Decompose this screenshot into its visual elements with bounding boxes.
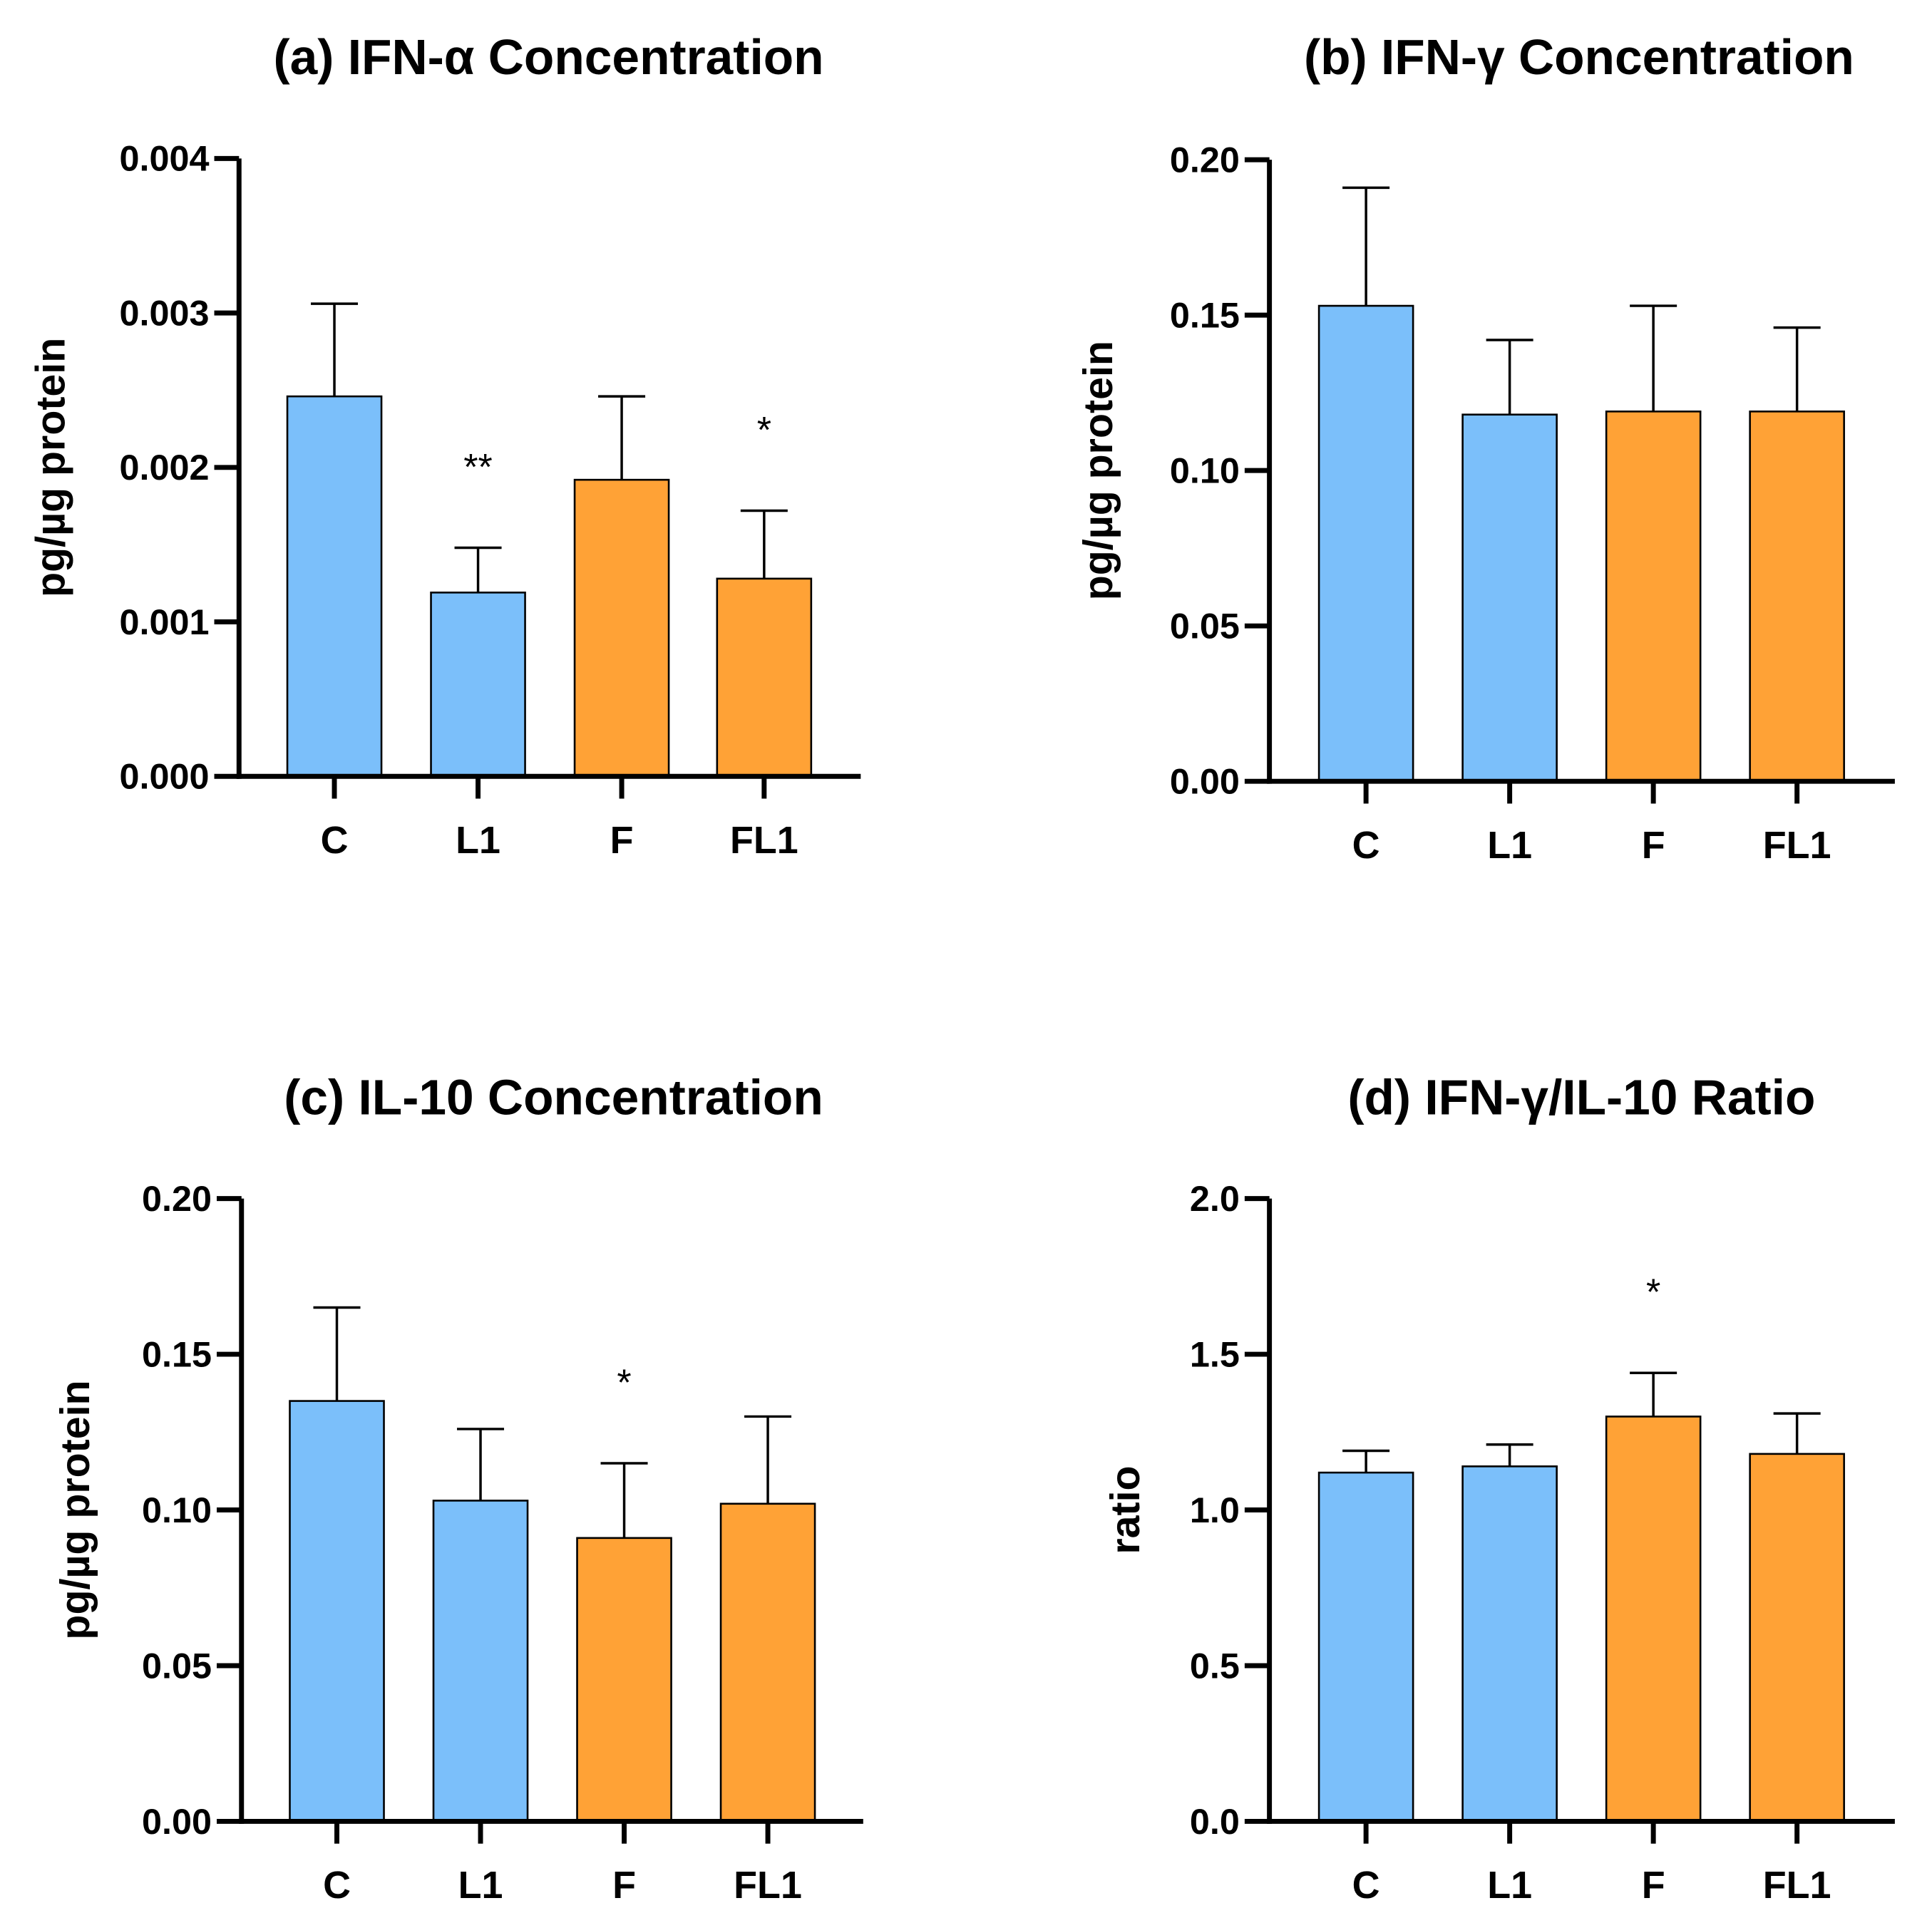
x-tick-label: FL1 [1763,824,1831,867]
x-tick-label: C [1352,1864,1380,1907]
x-tick-label: F [1642,1864,1665,1907]
y-tick-label: 0.00 [1170,761,1240,802]
y-tick-label: 0.05 [142,1645,212,1686]
y-tick-label: 0.003 [120,292,210,333]
y-tick-label: 0.004 [120,138,210,179]
y-tick-label: 0.002 [120,447,210,488]
y-tick-label: 0.5 [1190,1645,1240,1686]
significance-marker: * [757,410,771,451]
bar-L1 [430,592,526,778]
x-tick-label: F [610,819,634,862]
x-tick-label: FL1 [734,1864,802,1907]
x-tick-label: L1 [1487,824,1532,867]
y-tick-label: 0.10 [142,1490,212,1530]
y-tick-label: 1.0 [1190,1490,1240,1530]
x-tick-label: FL1 [730,819,798,862]
x-tick-label: F [612,1864,636,1907]
bar-F [1605,411,1702,783]
bar-F [573,478,670,778]
significance-marker: ** [463,447,493,488]
y-tick-label: 1.5 [1190,1334,1240,1374]
chart-title: (b) IFN-γ Concentration [1304,29,1854,85]
bar-C [289,1400,385,1822]
y-axis-label: pg/µg protein [1076,341,1121,600]
y-tick-label: 0.05 [1170,606,1240,646]
x-tick-label: F [1642,824,1665,867]
y-tick-label: 0.000 [120,756,210,797]
chart-panel-d: (d) IFN-γ/IL-10 Ratio ratio C L1 * F FL1 0.0 0.5… [1103,1069,1895,1907]
significance-marker: * [1646,1272,1660,1314]
bar-L1 [1461,413,1558,783]
bar-C [1317,1471,1414,1822]
chart-panel-a: (a) IFN-α Concentration pg/µg protein C ** L… [28,29,861,862]
chart-title: (c) IL-10 Concentration [284,1069,823,1125]
y-tick-label: 0.20 [1170,139,1240,180]
x-tick-label: L1 [458,1864,503,1907]
y-tick-label: 0.15 [1170,295,1240,336]
y-axis-label: ratio [1103,1465,1149,1554]
x-tick-label: C [323,1864,351,1907]
x-tick-label: L1 [456,819,500,862]
y-tick-label: 0.20 [142,1178,212,1219]
y-axis-label: pg/µg protein [28,338,73,597]
y-tick-label: 2.0 [1190,1178,1240,1219]
y-axis-label: pg/µg protein [53,1380,98,1639]
y-tick-label: 0.10 [1170,450,1240,491]
bar-L1 [1461,1465,1558,1822]
x-tick-label: FL1 [1763,1864,1831,1907]
bar-FL1 [1749,1453,1845,1822]
bar-F [1605,1416,1702,1822]
bar-FL1 [1749,411,1845,783]
x-tick-label: C [1352,824,1380,867]
x-tick-label: C [321,819,349,862]
bar-C [1317,304,1414,783]
chart-panel-b: (b) IFN-γ Concentration pg/µg protein C L1 F… [1076,29,1895,867]
x-tick-label: L1 [1487,1864,1532,1907]
significance-marker: * [617,1362,631,1403]
bar-FL1 [716,577,813,778]
y-tick-label: 0.0 [1190,1801,1240,1842]
y-tick-label: 0.00 [142,1801,212,1842]
chart-panel-c: (c) IL-10 Concentration pg/µg protein C L1 *… [53,1069,863,1907]
bar-FL1 [719,1502,816,1822]
chart-title: (d) IFN-γ/IL-10 Ratio [1347,1069,1815,1125]
y-tick-label: 0.001 [120,602,210,642]
bar-F [576,1537,672,1822]
bar-L1 [432,1500,529,1822]
chart-title: (a) IFN-α Concentration [274,29,824,85]
y-tick-label: 0.15 [142,1334,212,1374]
bar-C [286,395,383,778]
